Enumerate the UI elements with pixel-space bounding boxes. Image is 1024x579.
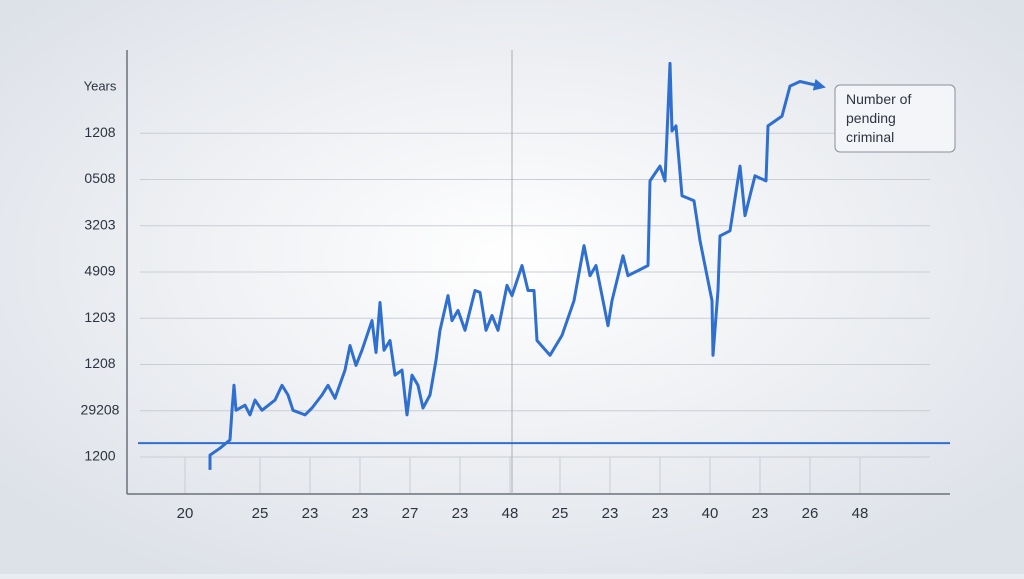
y-tick-label: 1200 — [84, 448, 115, 464]
x-tick-label: 48 — [502, 505, 519, 522]
x-tick-label: 25 — [552, 505, 569, 522]
y-tick-label: 4909 — [84, 263, 115, 279]
y-axis-label: Years — [84, 78, 117, 93]
plot: 1200 29208 1208 1203 4909 3203 0508 1208 20 25 23 2… — [81, 50, 950, 522]
y-tick-label: 29208 — [81, 401, 120, 417]
x-tick-label: 27 — [402, 505, 419, 522]
x-tick-label: 40 — [702, 505, 719, 522]
x-tick-label: 23 — [302, 505, 319, 522]
x-tick-label: 23 — [352, 505, 369, 522]
x-tick-label: 23 — [752, 505, 769, 522]
x-tick-label: 26 — [802, 505, 819, 522]
y-tick-label: 1208 — [84, 124, 115, 140]
x-tick-label: 23 — [652, 505, 669, 522]
line-series — [208, 61, 826, 470]
y-tick-label: 1208 — [84, 355, 115, 371]
legend-box — [834, 84, 956, 153]
legend: Number of pending criminal Charges — [846, 91, 912, 145]
x-tick-label: 20 — [177, 505, 194, 522]
x-tick-label: 23 — [602, 505, 619, 522]
y-tick-label: 3203 — [84, 216, 115, 232]
x-tick-label: 48 — [852, 505, 869, 522]
legend-entry: Number of pending criminal Charges — [846, 91, 912, 145]
x-tick-label: 23 — [452, 505, 469, 522]
y-tick-label: 1203 — [84, 309, 115, 325]
y-tick-label: 0508 — [84, 170, 115, 186]
x-tick-label: 25 — [252, 505, 269, 522]
